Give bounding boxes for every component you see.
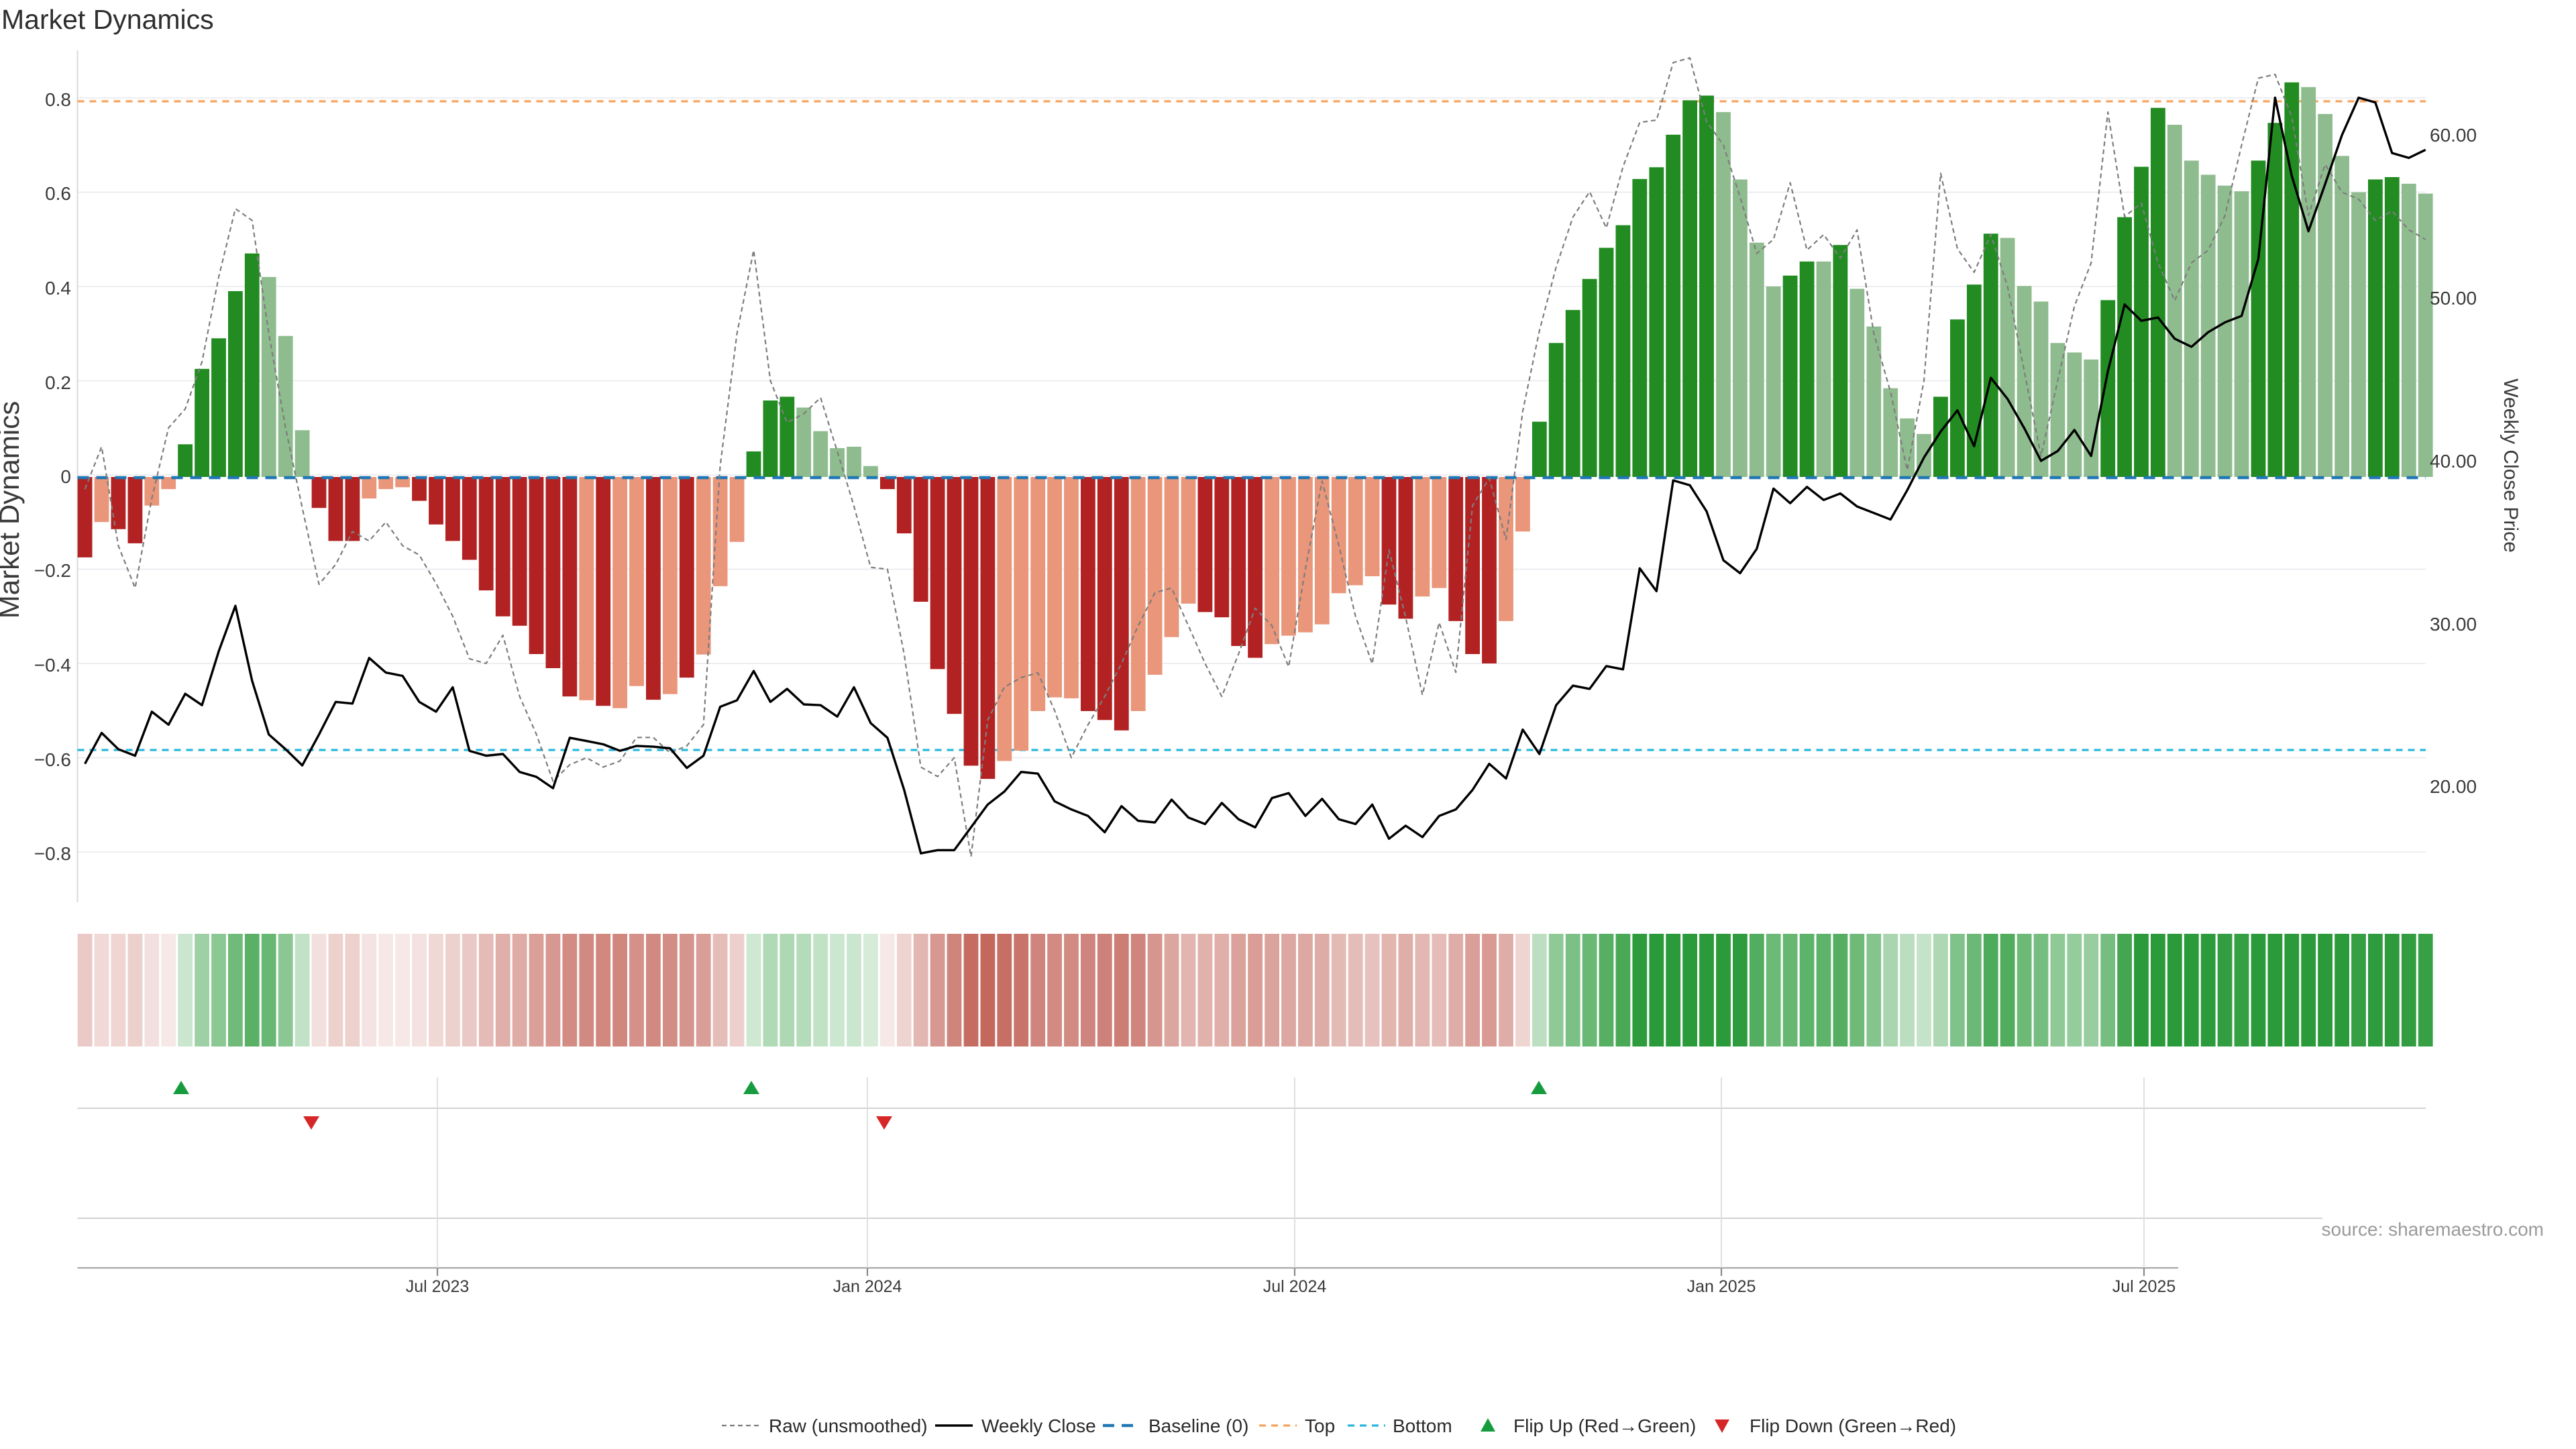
svg-text:−0.2: −0.2 (34, 560, 71, 581)
svg-text:0.8: 0.8 (45, 89, 71, 110)
svg-text:Flip Up (Red→Green): Flip Up (Red→Green) (1513, 1415, 1696, 1436)
svg-text:Baseline (0): Baseline (0) (1148, 1415, 1248, 1436)
svg-text:Jul 2024: Jul 2024 (1263, 1277, 1327, 1296)
svg-text:0: 0 (60, 466, 71, 487)
svg-text:Market Dynamics: Market Dynamics (0, 401, 25, 619)
svg-text:0.6: 0.6 (45, 183, 71, 204)
svg-text:40.00: 40.00 (2430, 451, 2477, 472)
svg-text:−0.8: −0.8 (34, 843, 71, 864)
svg-text:30.00: 30.00 (2430, 614, 2477, 635)
svg-text:50.00: 50.00 (2430, 288, 2477, 309)
svg-text:−0.6: −0.6 (34, 749, 71, 770)
svg-text:Jul 2023: Jul 2023 (406, 1277, 470, 1296)
svg-text:0.4: 0.4 (45, 278, 71, 299)
svg-text:20.00: 20.00 (2430, 776, 2477, 797)
svg-text:−0.4: −0.4 (34, 655, 71, 676)
svg-text:Bottom: Bottom (1393, 1415, 1452, 1436)
svg-text:Jan 2024: Jan 2024 (833, 1277, 902, 1296)
svg-text:Jul 2025: Jul 2025 (2112, 1277, 2176, 1296)
svg-text:source: sharemaestro.com: source: sharemaestro.com (2322, 1219, 2544, 1240)
svg-text:0.2: 0.2 (45, 372, 71, 393)
svg-text:60.00: 60.00 (2430, 125, 2477, 146)
svg-text:Weekly Close: Weekly Close (981, 1415, 1096, 1436)
svg-text:Weekly Close Price: Weekly Close Price (2500, 378, 2522, 553)
svg-text:Top: Top (1305, 1415, 1335, 1436)
svg-text:Raw (unsmoothed): Raw (unsmoothed) (769, 1415, 928, 1436)
svg-text:Flip Down (Green→Red): Flip Down (Green→Red) (1750, 1415, 1956, 1436)
svg-text:Market Dynamics: Market Dynamics (1, 4, 214, 35)
svg-text:Jan 2025: Jan 2025 (1687, 1277, 1756, 1296)
